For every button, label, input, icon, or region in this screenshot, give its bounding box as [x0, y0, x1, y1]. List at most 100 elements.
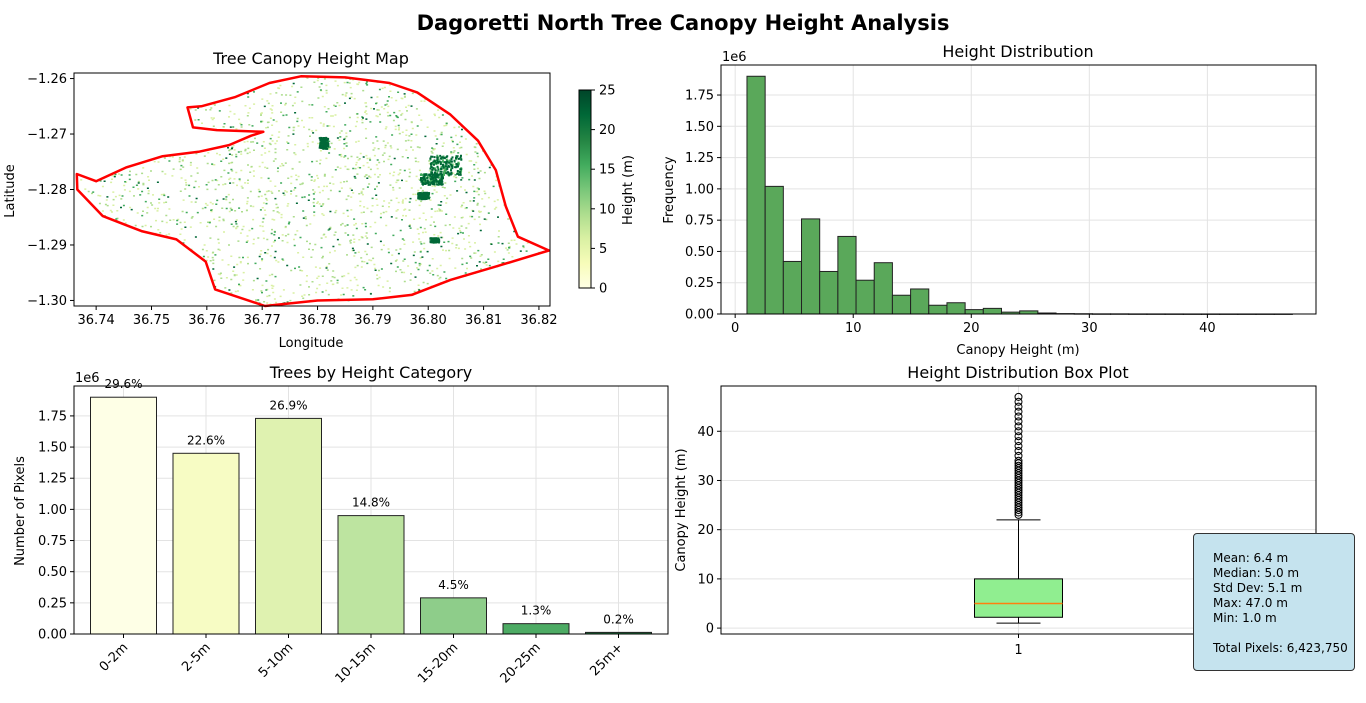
box-ytick-label: 0	[706, 622, 714, 637]
colorbar-label: Height (m)	[621, 155, 636, 225]
canopy-mid-pixels	[87, 76, 541, 303]
category-bar-label: 29.6%	[104, 377, 142, 391]
hist-scale-label: 1e6	[722, 50, 747, 65]
box-flier	[1014, 402, 1023, 411]
hist-ylabel: Frequency	[662, 156, 677, 223]
map-xlabel: Longitude	[279, 336, 344, 351]
map-ytick-label: −1.29	[27, 238, 67, 253]
hist-ytick-label: 0.50	[685, 245, 714, 260]
box-flier	[1014, 397, 1023, 406]
hist-xtick-label: 40	[1199, 321, 1216, 336]
stat-mean: Mean: 6.4 m	[1213, 551, 1289, 565]
hist-bar	[801, 218, 821, 315]
box-title: Height Distribution Box Plot	[907, 363, 1128, 382]
map-xtick-label: 36.74	[78, 313, 115, 328]
category-ytick-label: 1.00	[38, 503, 67, 518]
hist-xtick-label: 0	[731, 321, 739, 336]
map-ytick-label: −1.30	[27, 294, 67, 309]
hist-ytick-label: 0.00	[685, 308, 714, 323]
hist-ytick-label: 1.25	[685, 151, 714, 166]
map-xtick-label: 36.75	[133, 313, 170, 328]
map-xtick-label: 36.78	[299, 313, 336, 328]
map-xtick-label: 36.79	[354, 313, 391, 328]
box-body	[974, 578, 1063, 618]
category-bar	[90, 396, 157, 635]
stat-std-dev: Std Dev: 5.1 m	[1213, 581, 1303, 595]
hist-bar	[964, 309, 984, 315]
box-plot-panel: Height Distribution Box Plot Canopy Heig…	[674, 363, 1317, 658]
colorbar	[578, 89, 592, 289]
category-xtick-label: 10-15m	[333, 640, 379, 686]
box-flier	[1014, 412, 1023, 421]
stat-max: Max: 47.0 m	[1213, 596, 1288, 610]
hist-ytick-label: 1.00	[685, 182, 714, 197]
hist-bar	[782, 260, 803, 315]
box-xtick-label: 1	[1014, 643, 1022, 658]
hist-bar	[819, 270, 839, 315]
canopy-high-pixels	[92, 81, 528, 304]
category-bar-label: 4.5%	[438, 578, 469, 592]
hist-bar	[910, 288, 930, 315]
colorbar-tick-label: 5	[599, 242, 607, 257]
hist-xtick-label: 10	[845, 321, 862, 336]
box-ytick-label: 40	[697, 425, 714, 440]
hist-bar	[982, 307, 1003, 315]
category-bar	[172, 452, 240, 635]
category-ylabel: Number of Pixels	[13, 456, 28, 566]
map-title: Tree Canopy Height Map	[212, 49, 409, 68]
boundary-line	[75, 75, 551, 308]
canopy-low-pixels	[80, 77, 529, 307]
box-flier	[1014, 451, 1023, 460]
category-ytick-label: 1.75	[38, 409, 67, 424]
hist-xlabel: Canopy Height (m)	[956, 343, 1079, 358]
category-xtick-label: 5-10m	[256, 640, 296, 680]
hist-ytick-label: 0.75	[685, 214, 714, 229]
category-bar-label: 1.3%	[521, 604, 552, 618]
statistics-box: Mean: 6.4 m Median: 5.0 m Std Dev: 5.1 m…	[1193, 533, 1355, 671]
hist-title: Height Distribution	[942, 42, 1093, 61]
hist-bar	[873, 262, 893, 315]
hist-bar	[746, 75, 766, 315]
category-bar-label: 22.6%	[187, 433, 225, 447]
category-ytick-label: 1.50	[38, 441, 67, 456]
map-xtick-label: 36.76	[188, 313, 225, 328]
category-bar	[420, 597, 487, 635]
box-flier	[1014, 427, 1023, 436]
figure-title: Dagoretti North Tree Canopy Height Analy…	[417, 11, 950, 35]
category-xtick-label: 15-20m	[415, 640, 461, 686]
hist-bar	[891, 294, 912, 315]
hist-xtick-label: 20	[963, 321, 980, 336]
hist-xtick-label: 30	[1081, 321, 1098, 336]
canopy-height-map-panel: Tree Canopy Height Map Longitude Latitud…	[3, 49, 636, 351]
box-flier	[1014, 392, 1023, 401]
canopy-tall-pixels	[103, 82, 522, 304]
map-ytick-label: −1.27	[27, 128, 67, 143]
colorbar-tick-label: 20	[599, 123, 616, 138]
stat-min: Min: 1.0 m	[1213, 611, 1277, 625]
colorbar-tick-label: 0	[599, 282, 607, 297]
height-category-panel: Trees by Height Category 1e6 Number of P…	[13, 363, 669, 687]
category-bar	[255, 417, 322, 635]
category-bar	[502, 623, 570, 635]
hist-bar	[946, 302, 966, 315]
hist-bar	[837, 235, 857, 315]
category-xtick-label: 20-25m	[498, 640, 544, 686]
map-ylabel: Latitude	[3, 164, 18, 218]
hist-ytick-label: 1.50	[685, 120, 714, 135]
category-ytick-label: 0.25	[38, 596, 67, 611]
box-flier	[1014, 432, 1023, 441]
category-title: Trees by Height Category	[269, 363, 473, 382]
box-ytick-label: 20	[697, 523, 714, 538]
box-flier	[1014, 417, 1023, 426]
category-xtick-label: 25m+	[587, 640, 626, 679]
map-xtick-label: 36.77	[244, 313, 281, 328]
category-xtick-label: 2-5m	[179, 640, 214, 675]
colorbar-tick-label: 15	[599, 163, 616, 178]
category-xtick-label: 0-2m	[97, 640, 132, 675]
category-scale-label: 1e6	[75, 371, 100, 386]
stat-median: Median: 5.0 m	[1213, 566, 1300, 580]
map-xtick-label: 36.80	[410, 313, 447, 328]
colorbar-tick-label: 10	[599, 202, 616, 217]
hist-frame	[720, 64, 1317, 315]
hist-bar	[928, 304, 948, 315]
